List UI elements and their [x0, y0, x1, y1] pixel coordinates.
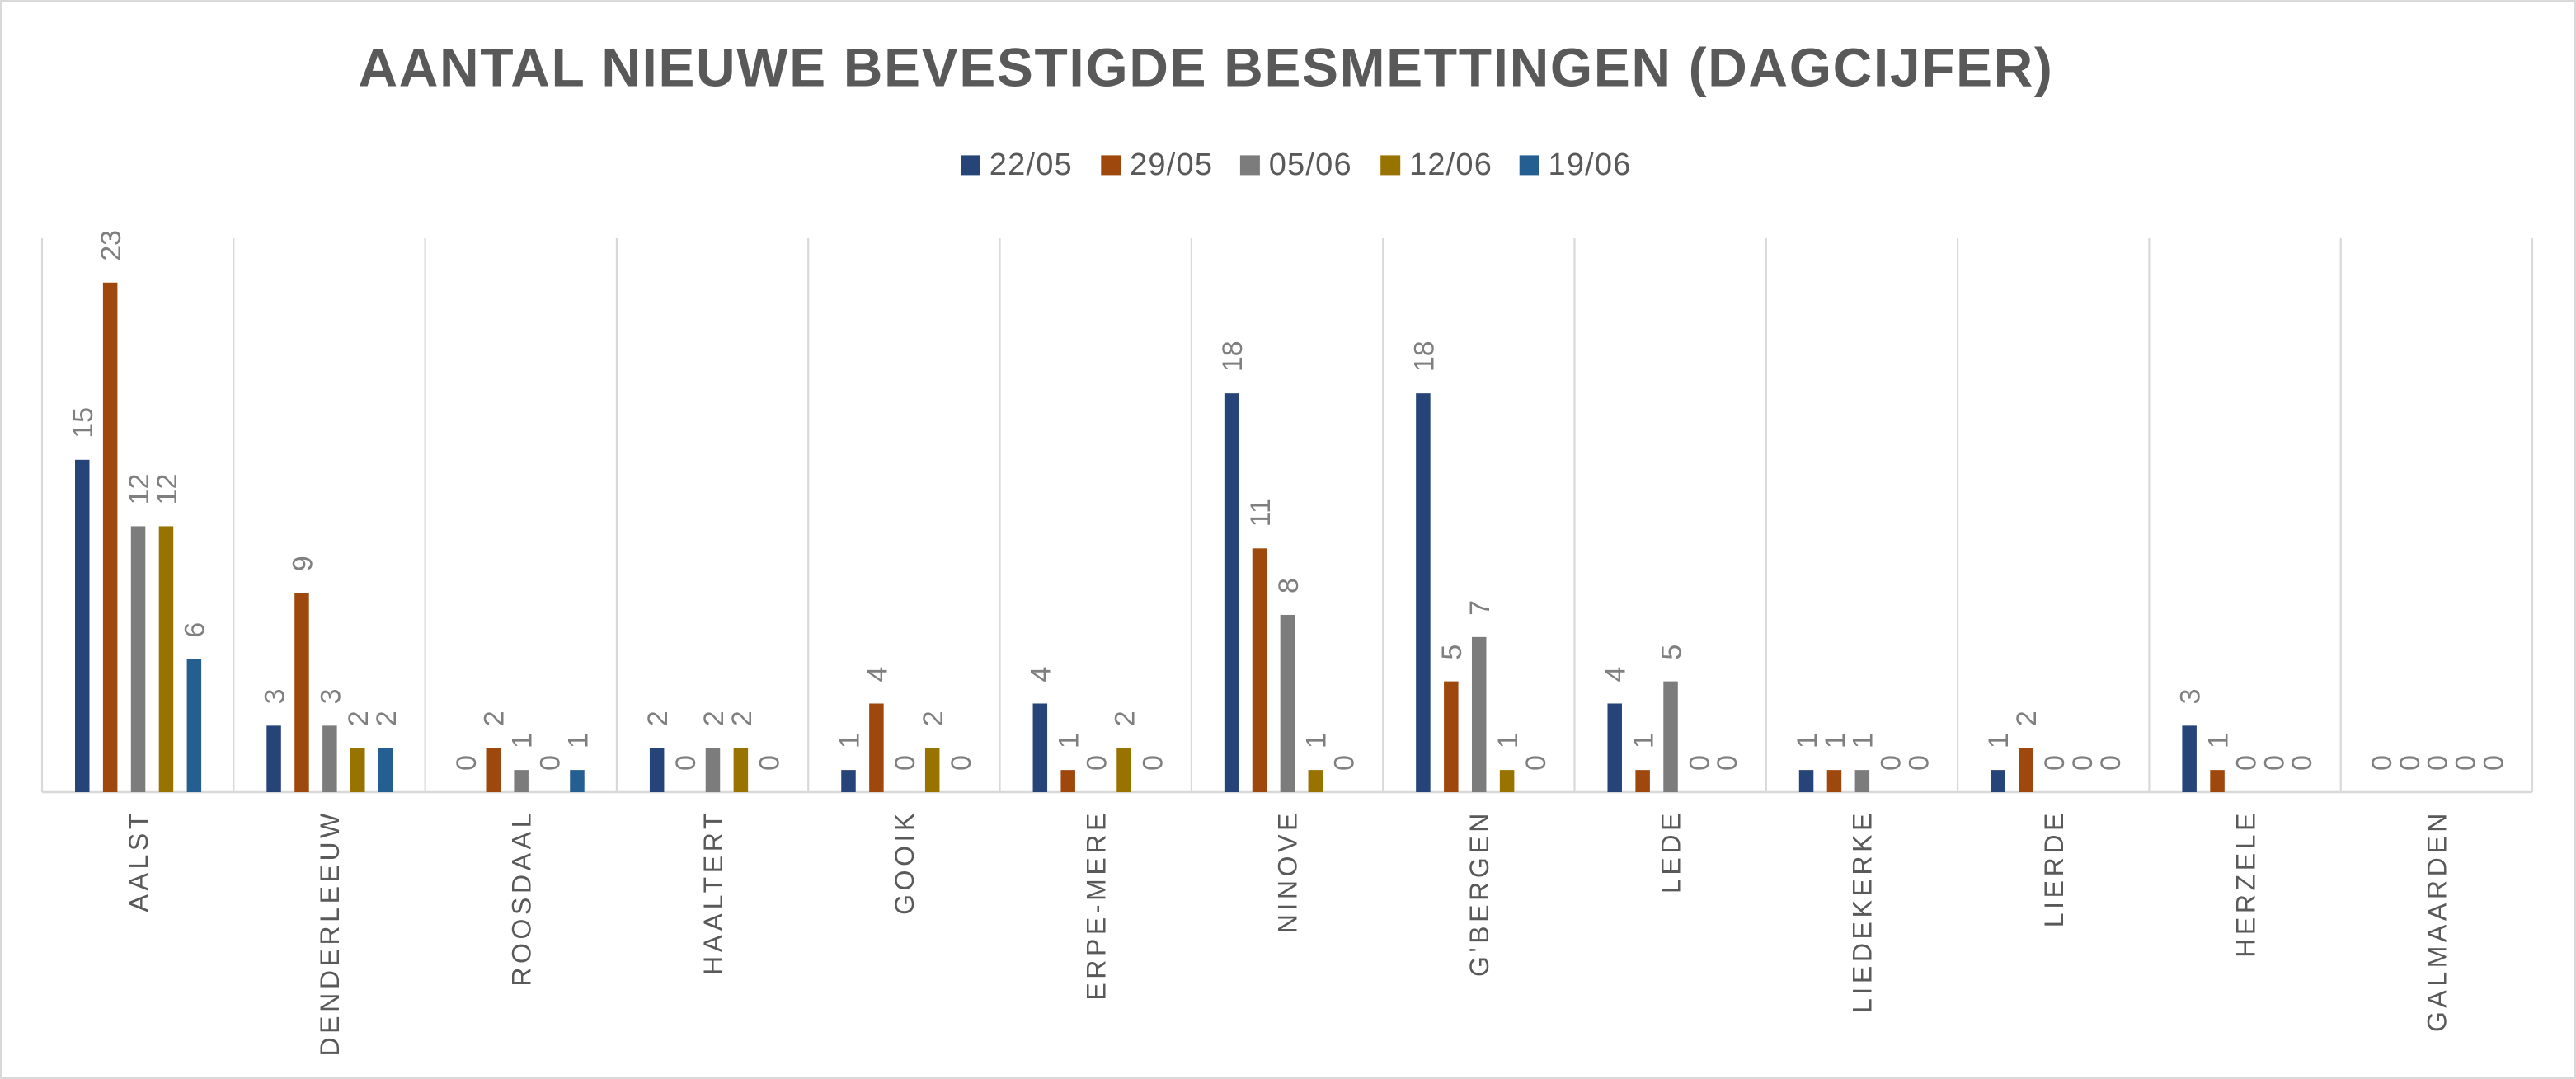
svg-text:0: 0 — [534, 755, 566, 771]
svg-text:18: 18 — [1217, 340, 1248, 372]
svg-text:0: 0 — [1329, 755, 1361, 771]
svg-text:0: 0 — [451, 755, 482, 771]
svg-text:3: 3 — [259, 688, 290, 704]
svg-text:ERPE-MERE: ERPE-MERE — [1081, 809, 1111, 1001]
svg-text:2: 2 — [726, 711, 758, 726]
svg-text:7: 7 — [1464, 600, 1496, 616]
svg-text:5: 5 — [1656, 645, 1687, 660]
svg-text:DENDERLEEUW: DENDERLEEUW — [315, 809, 345, 1057]
svg-text:LIERDE: LIERDE — [2039, 809, 2069, 927]
svg-text:29/05: 29/05 — [1130, 148, 1213, 182]
svg-text:0: 0 — [2230, 755, 2262, 771]
svg-text:0: 0 — [2423, 755, 2454, 771]
svg-text:1: 1 — [1301, 733, 1333, 748]
svg-text:12: 12 — [152, 474, 183, 505]
svg-text:LEDE: LEDE — [1656, 809, 1685, 894]
svg-text:2: 2 — [343, 711, 374, 726]
svg-text:1: 1 — [834, 733, 865, 748]
svg-text:0: 0 — [2039, 755, 2071, 771]
svg-text:1: 1 — [507, 733, 538, 748]
svg-text:0: 0 — [1876, 755, 1907, 771]
svg-text:0: 0 — [1904, 755, 1935, 771]
svg-text:0: 0 — [946, 755, 977, 771]
svg-text:2: 2 — [371, 711, 402, 726]
svg-text:HERZELE: HERZELE — [2230, 809, 2260, 958]
svg-text:6: 6 — [180, 622, 211, 638]
svg-text:0: 0 — [1712, 755, 1743, 771]
svg-text:0: 0 — [1684, 755, 1715, 771]
svg-text:1: 1 — [1820, 733, 1851, 748]
svg-text:12/06: 12/06 — [1409, 148, 1492, 182]
svg-text:15: 15 — [68, 407, 99, 439]
svg-text:1: 1 — [562, 733, 594, 748]
svg-text:1: 1 — [1054, 733, 1085, 748]
svg-text:1: 1 — [1983, 733, 2014, 748]
svg-text:GOOIK: GOOIK — [890, 809, 919, 915]
svg-text:1: 1 — [1848, 733, 1879, 748]
svg-text:AALST: AALST — [124, 809, 153, 912]
svg-text:4: 4 — [1601, 667, 1632, 683]
svg-text:0: 0 — [2067, 755, 2099, 771]
svg-text:1: 1 — [1792, 733, 1823, 748]
svg-text:2: 2 — [479, 711, 510, 726]
svg-text:8: 8 — [1273, 578, 1304, 593]
svg-text:0: 0 — [1521, 755, 1552, 771]
svg-text:2: 2 — [1109, 711, 1140, 726]
svg-text:0: 0 — [1082, 755, 1113, 771]
svg-text:3: 3 — [315, 688, 346, 704]
svg-text:0: 0 — [2478, 755, 2509, 771]
svg-text:0: 0 — [2395, 755, 2426, 771]
svg-text:0: 0 — [1137, 755, 1168, 771]
svg-text:2: 2 — [698, 711, 730, 726]
svg-text:NINOVE: NINOVE — [1273, 809, 1303, 933]
svg-text:0: 0 — [2367, 755, 2398, 771]
svg-text:22/05: 22/05 — [990, 148, 1073, 182]
svg-text:0: 0 — [754, 755, 786, 771]
svg-text:0: 0 — [2259, 755, 2290, 771]
svg-text:18: 18 — [1408, 340, 1440, 372]
svg-text:1: 1 — [2202, 733, 2234, 748]
svg-text:19/06: 19/06 — [1549, 148, 1632, 182]
svg-text:4: 4 — [1026, 667, 1057, 683]
svg-text:12: 12 — [124, 474, 155, 505]
svg-text:0: 0 — [2287, 755, 2318, 771]
svg-text:1: 1 — [1492, 733, 1524, 748]
svg-text:2: 2 — [2011, 711, 2042, 726]
svg-text:11: 11 — [1245, 498, 1276, 527]
svg-text:HAALTERT: HAALTERT — [698, 809, 728, 975]
svg-text:1: 1 — [1629, 733, 1660, 748]
svg-text:AANTAL NIEUWE BEVESTIGDE BESME: AANTAL NIEUWE BEVESTIGDE BESMETTINGEN (D… — [358, 36, 2053, 97]
svg-text:9: 9 — [287, 556, 318, 571]
svg-text:0: 0 — [670, 755, 702, 771]
svg-text:5: 5 — [1436, 645, 1468, 660]
svg-text:3: 3 — [2175, 688, 2207, 704]
svg-text:2: 2 — [642, 711, 674, 726]
svg-text:G'BERGEN: G'BERGEN — [1464, 809, 1494, 977]
svg-text:ROOSDAAL: ROOSDAAL — [506, 809, 536, 987]
svg-text:2: 2 — [918, 711, 949, 726]
svg-text:GALMAARDEN: GALMAARDEN — [2423, 809, 2452, 1032]
svg-text:4: 4 — [862, 667, 893, 683]
svg-text:0: 0 — [2451, 755, 2482, 771]
svg-text:LIEDEKERKE: LIEDEKERKE — [1848, 809, 1878, 1013]
svg-text:0: 0 — [890, 755, 921, 771]
svg-text:05/06: 05/06 — [1269, 148, 1352, 182]
svg-text:23: 23 — [96, 230, 127, 261]
svg-text:0: 0 — [2095, 755, 2127, 771]
